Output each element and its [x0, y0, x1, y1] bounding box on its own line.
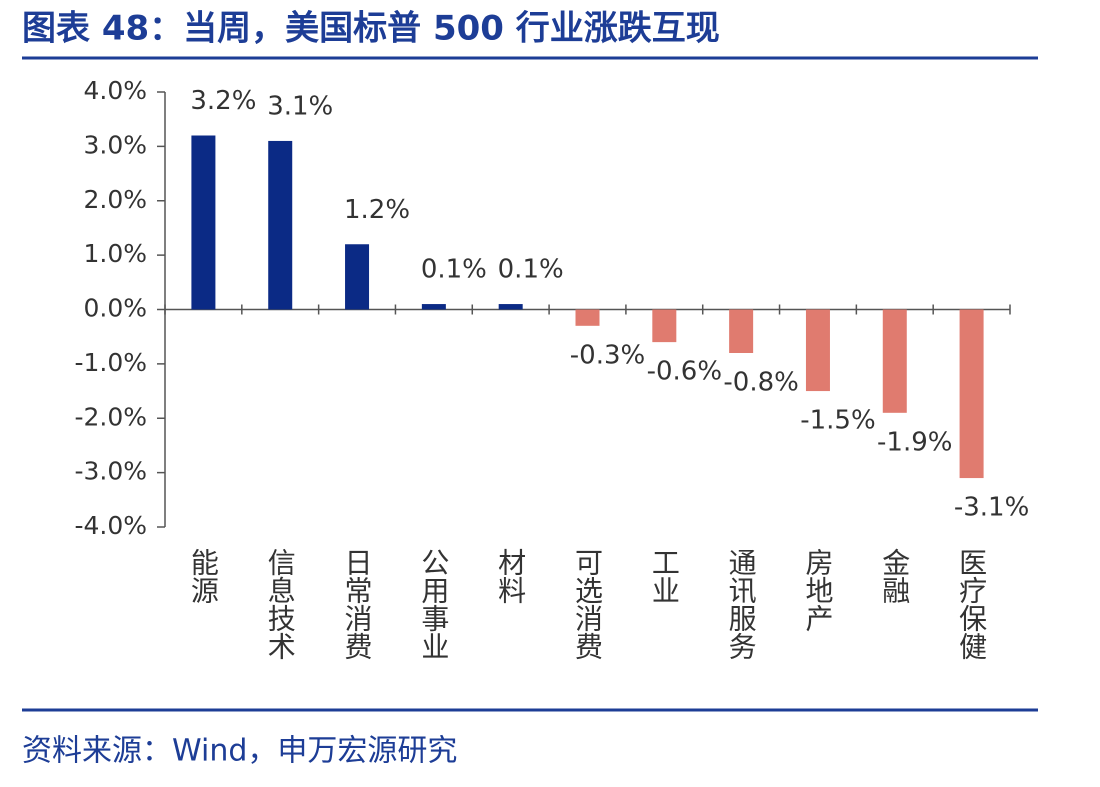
- value-label: -0.8%: [723, 368, 798, 398]
- source: 资料来源：Wind，申万宏源研究: [22, 734, 457, 769]
- bar: [652, 309, 677, 343]
- value-label: -1.5%: [800, 406, 875, 436]
- y-tick-label: -3.0%: [74, 457, 147, 486]
- bar: [421, 304, 446, 310]
- y-tick-label: 1.0%: [83, 239, 147, 268]
- bar: [191, 135, 216, 310]
- x-tick-label: 工业: [648, 548, 681, 604]
- bar: [805, 309, 830, 392]
- x-tick-label: 材料: [494, 548, 527, 604]
- y-tick-label: 2.0%: [83, 185, 147, 214]
- y-tick-label: -4.0%: [74, 511, 147, 540]
- bar: [345, 244, 370, 310]
- y-tick-label: -1.0%: [74, 348, 147, 377]
- value-label: 3.1%: [267, 91, 333, 121]
- value-label: -1.9%: [877, 427, 952, 457]
- x-tick-label: 信息技术: [264, 548, 297, 660]
- bar: [729, 309, 754, 353]
- value-label: 0.1%: [498, 255, 564, 285]
- x-tick-label: 能源: [187, 548, 220, 604]
- value-label: 0.1%: [421, 255, 487, 285]
- value-label: 3.2%: [190, 86, 256, 116]
- x-tick-label: 金融: [878, 548, 911, 604]
- y-tick-label: 0.0%: [83, 294, 147, 323]
- bar: [498, 304, 523, 310]
- value-label: 1.2%: [344, 195, 410, 225]
- bar: [882, 309, 907, 413]
- x-tick-label: 公用事业: [417, 548, 450, 660]
- bar: [268, 140, 293, 310]
- value-label: -0.3%: [570, 340, 645, 370]
- x-tick-label: 日常消费: [341, 548, 374, 660]
- x-tick-label: 医疗保健: [955, 548, 988, 660]
- bar: [959, 309, 984, 479]
- x-tick-label: 可选消费: [571, 548, 604, 660]
- x-tick-label: 房地产: [801, 548, 834, 632]
- y-tick-label: 4.0%: [83, 76, 147, 105]
- y-tick-label: -2.0%: [74, 402, 147, 431]
- x-tick-label: 通讯服务: [725, 548, 758, 660]
- bar: [575, 309, 600, 326]
- chart-title: 图表 48：当周，美国标普 500 行业涨跌互现: [22, 9, 720, 49]
- value-label: -0.6%: [647, 357, 722, 387]
- y-tick-label: 3.0%: [83, 130, 147, 159]
- value-label: -3.1%: [954, 493, 1029, 523]
